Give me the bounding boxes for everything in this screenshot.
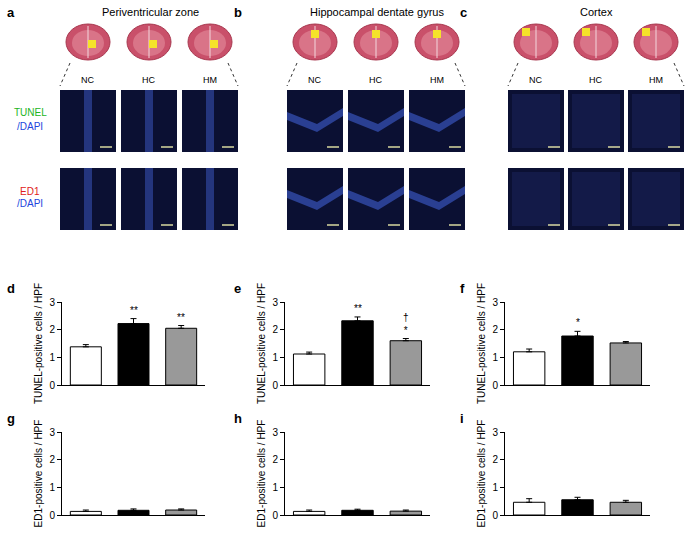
svg-text:TUNEL-positive cells / HPF: TUNEL-positive cells / HPF (33, 283, 44, 404)
svg-text:3: 3 (492, 427, 498, 438)
svg-text:Periventricular zone: Periventricular zone (102, 6, 199, 18)
svg-text:b: b (234, 5, 242, 20)
svg-text:TUNEL: TUNEL (14, 107, 47, 118)
svg-text:0: 0 (272, 510, 278, 521)
svg-text:3: 3 (272, 427, 278, 438)
svg-text:2: 2 (272, 454, 278, 465)
svg-text:TUNEL-positive cells / HPF: TUNEL-positive cells / HPF (256, 283, 267, 404)
svg-text:0: 0 (49, 380, 55, 391)
svg-text:c: c (460, 5, 467, 20)
svg-text:/DAPI: /DAPI (17, 121, 43, 132)
svg-text:h: h (234, 411, 242, 426)
svg-text:HM: HM (649, 75, 663, 85)
svg-text:HC: HC (369, 75, 382, 85)
svg-text:ED1-positive cells / HPF: ED1-positive cells / HPF (33, 420, 44, 528)
svg-text:†*: †* (403, 312, 409, 336)
svg-text:2: 2 (49, 454, 55, 465)
svg-text:ED1: ED1 (20, 186, 40, 197)
svg-text:0: 0 (492, 510, 498, 521)
svg-text:HC: HC (589, 75, 602, 85)
svg-text:*: * (576, 317, 580, 328)
svg-text:2: 2 (49, 324, 55, 335)
svg-text:1: 1 (49, 482, 55, 493)
svg-text:ED1-positive cells / HPF: ED1-positive cells / HPF (476, 420, 487, 528)
svg-text:3: 3 (492, 297, 498, 308)
svg-text:TUNEL-positive cells / HPF: TUNEL-positive cells / HPF (476, 283, 487, 404)
svg-text:**: ** (354, 303, 362, 314)
svg-text:**: ** (177, 312, 185, 323)
svg-text:Cortex: Cortex (580, 6, 613, 18)
svg-text:NC: NC (81, 75, 94, 85)
svg-text:d: d (7, 281, 15, 296)
svg-text:a: a (7, 5, 15, 20)
svg-text:ED1-positive cells / HPF: ED1-positive cells / HPF (256, 420, 267, 528)
svg-text:3: 3 (49, 297, 55, 308)
svg-text:3: 3 (272, 297, 278, 308)
svg-text:1: 1 (272, 482, 278, 493)
svg-text:2: 2 (492, 324, 498, 335)
svg-text:f: f (460, 281, 465, 296)
svg-text:i: i (460, 411, 464, 426)
svg-text:0: 0 (272, 380, 278, 391)
svg-text:1: 1 (492, 482, 498, 493)
svg-text:g: g (7, 411, 15, 426)
svg-text:2: 2 (272, 324, 278, 335)
svg-text:2: 2 (492, 454, 498, 465)
svg-text:HC: HC (142, 75, 155, 85)
svg-text:3: 3 (49, 427, 55, 438)
svg-text:HM: HM (430, 75, 444, 85)
svg-text:Hippocampal dentate gyrus: Hippocampal dentate gyrus (310, 6, 444, 18)
svg-text:HM: HM (203, 75, 217, 85)
svg-text:0: 0 (492, 380, 498, 391)
svg-text:**: ** (130, 305, 138, 316)
svg-text:0: 0 (49, 510, 55, 521)
svg-text:/DAPI: /DAPI (17, 198, 43, 209)
svg-text:1: 1 (492, 352, 498, 363)
svg-text:e: e (234, 281, 241, 296)
svg-text:NC: NC (308, 75, 321, 85)
svg-text:1: 1 (272, 352, 278, 363)
svg-text:NC: NC (529, 75, 542, 85)
svg-text:1: 1 (49, 352, 55, 363)
